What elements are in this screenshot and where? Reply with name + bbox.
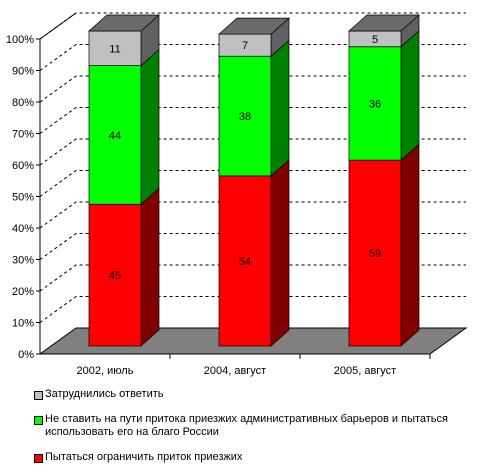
data-label: 44	[109, 130, 121, 142]
y-tick-label: 100%	[6, 34, 34, 46]
bar-side	[270, 39, 290, 177]
legend-label-no-barriers: Не ставить на пути притока приезжих адми…	[45, 413, 448, 438]
legend-swatch-unsure	[34, 391, 43, 400]
data-label: 5	[372, 34, 378, 46]
bar-segment	[88, 30, 142, 67]
gridline	[39, 44, 466, 71]
gridline	[39, 138, 466, 166]
bar-side	[270, 159, 290, 347]
bar-segment	[218, 175, 272, 347]
bar-top	[348, 14, 420, 32]
bar-segment	[88, 203, 142, 347]
gridline	[39, 264, 466, 292]
y-tick-label: 30%	[12, 255, 34, 267]
data-label: 7	[242, 40, 248, 52]
y-tick-label: 40%	[12, 223, 34, 235]
data-label: 38	[239, 111, 251, 123]
bar-side	[400, 29, 420, 161]
legend-item-limit: Пытаться ограничить приток приезжих	[34, 451, 474, 464]
legend: Затруднились ответить Не ставить на пути…	[34, 388, 474, 476]
bar-segment	[348, 46, 402, 161]
data-label: 45	[109, 270, 121, 282]
bar-top	[88, 14, 160, 32]
y-tick-label: 10%	[12, 318, 34, 330]
data-label: 59	[369, 248, 381, 260]
gridline	[39, 170, 466, 197]
gridline	[39, 107, 466, 134]
y-tick-label: 0%	[18, 349, 34, 361]
gridline	[39, 296, 466, 323]
bar-side	[400, 143, 420, 347]
y-tick-label: 80%	[12, 97, 34, 109]
x-tick-label: 2002, июль	[77, 365, 134, 377]
x-tick-label: 2005, август	[334, 365, 396, 377]
y-tick-label: 20%	[12, 286, 34, 298]
legend-label-limit: Пытаться ограничить приток приезжих	[45, 451, 243, 463]
y-tick-label: 70%	[12, 129, 34, 141]
legend-swatch-limit	[34, 454, 43, 463]
gridline	[39, 233, 466, 260]
x-tick-label: 2004, август	[204, 365, 266, 377]
bar-top	[218, 17, 290, 35]
bar-segment	[88, 65, 142, 205]
legend-item-unsure: Затруднились ответить	[34, 388, 474, 401]
legend-label-unsure: Затруднились ответить	[45, 388, 164, 400]
gridline	[39, 75, 466, 103]
axis-top-depth	[39, 12, 77, 40]
bar-side	[140, 187, 160, 347]
data-label: 54	[239, 256, 251, 268]
data-label: 11	[109, 43, 120, 55]
y-tick-label: 50%	[12, 192, 34, 204]
data-label: 36	[369, 98, 381, 110]
bar-segment	[348, 159, 402, 347]
gridline	[39, 201, 466, 229]
y-tick-label: 60%	[12, 160, 34, 172]
y-tick-label: 90%	[12, 66, 34, 78]
legend-item-no-barriers: Не ставить на пути притока приезжих адми…	[34, 413, 474, 439]
bar-side	[140, 48, 160, 206]
legend-swatch-no-barriers	[34, 416, 43, 425]
